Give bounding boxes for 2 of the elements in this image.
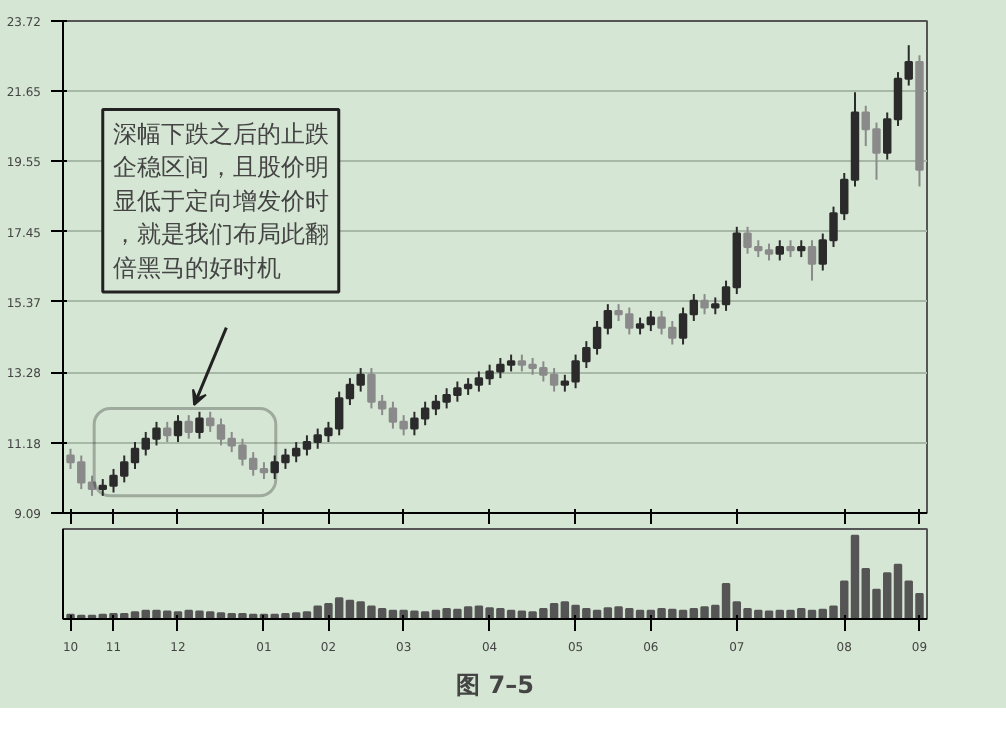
annotation: 深幅下跌之后的止跌企稳区间，且股价明显低于定向增发价时，就是我们布局此翻倍黑马的好时机 — [112, 119, 329, 282]
caption: 图 7–5 — [456, 671, 534, 699]
